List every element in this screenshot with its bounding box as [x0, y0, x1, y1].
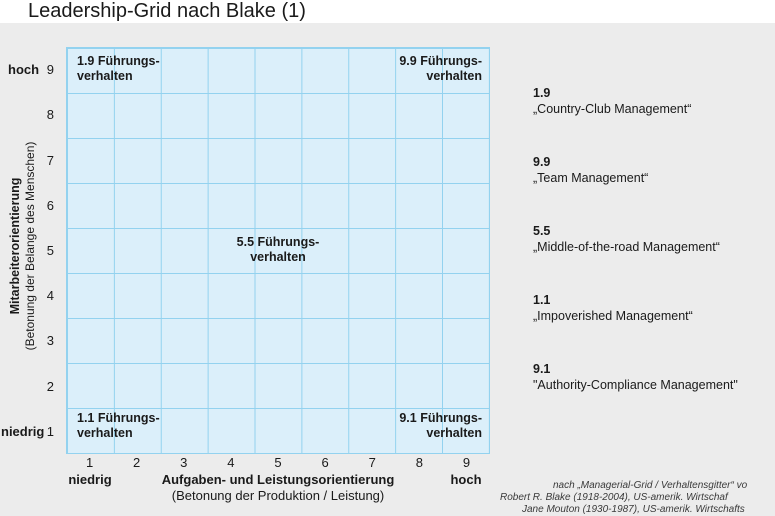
citation-line-3: Jane Mouton (1930-1987), US-amerik. Wirt… [522, 504, 745, 515]
grid-label-1-9: 1.9 Führungs- verhalten [77, 54, 160, 84]
grid-label-9-1-line1: 9.1 Führungs- [399, 411, 482, 425]
y-axis-low-label: niedrig [1, 424, 45, 439]
grid-label-1-1: 1.1 Führungs- verhalten [77, 411, 160, 441]
x-axis-tick: 6 [321, 455, 329, 470]
x-axis-tick: 3 [180, 455, 188, 470]
page-title: Leadership-Grid nach Blake (1) [28, 0, 306, 22]
legend-item-5-5: 5.5 „Middle-of-the-road Management“ [533, 224, 738, 255]
x-axis-title: Aufgaben- und Leistungsorientierung [161, 472, 395, 487]
grid-label-1-1-line2: verhalten [77, 426, 133, 440]
y-axis-title-group: Mitarbeiterorientierung (Betonung der Be… [8, 101, 40, 391]
grid-label-9-9-line2: verhalten [426, 69, 482, 83]
legend-item-1-9: 1.9 „Country-Club Management“ [533, 86, 738, 117]
x-axis-low-label: niedrig [68, 472, 112, 487]
legend-code: 1.1 [533, 293, 551, 307]
x-axis-tick: 9 [462, 455, 471, 470]
legend-name: „Team Management“ [533, 171, 649, 185]
legend-name: „Middle-of-the-road Management“ [533, 240, 720, 254]
x-axis-subtitle: (Betonung der Produktion / Leistung) [171, 488, 385, 503]
y-axis-tick: 6 [46, 197, 54, 213]
grid-label-5-5-line1: 5.5 Führungs- [236, 235, 320, 249]
y-axis-subtitle: (Betonung der Belange des Menschen) [23, 141, 37, 351]
legend-item-1-1: 1.1 „Impoverished Management“ [533, 293, 738, 324]
y-axis-ticks: 9 8 7 6 5 4 3 2 1 [38, 47, 54, 454]
grid-label-5-5: 5.5 Führungs- verhalten [67, 235, 489, 265]
legend-code: 9.1 [533, 362, 551, 376]
grid-label-9-1-line2: verhalten [426, 426, 482, 440]
y-axis-tick: 8 [46, 107, 54, 123]
x-axis-tick: 8 [415, 455, 423, 470]
legend-code: 9.9 [533, 155, 551, 169]
y-axis-title: Mitarbeiterorientierung [8, 177, 22, 315]
x-axis-high-label: hoch [450, 472, 482, 487]
managerial-grid: 1.9 Führungs- verhalten 9.9 Führungs- ve… [66, 47, 490, 454]
grid-label-5-5-line2: verhalten [250, 250, 306, 264]
grid-label-9-9-line1: 9.9 Führungs- [399, 54, 482, 68]
x-axis-tick: 2 [133, 455, 141, 470]
y-axis-tick: 7 [46, 152, 54, 168]
y-axis-high-label: hoch [8, 62, 40, 77]
citation-line-2: Robert R. Blake (1918-2004), US-amerik. … [500, 492, 728, 503]
y-axis-tick: 4 [46, 288, 54, 304]
title-band [0, 0, 775, 23]
legend-name: „Impoverished Management“ [533, 309, 693, 323]
legend-name: "Authority-Compliance Management" [533, 378, 738, 392]
legend: 1.9 „Country-Club Management“ 9.9 „Team … [533, 86, 738, 431]
legend-code: 5.5 [533, 224, 551, 238]
y-axis-tick: 5 [46, 242, 54, 258]
legend-code: 1.9 [533, 86, 551, 100]
grid-label-9-1: 9.1 Führungs- verhalten [399, 411, 482, 441]
x-axis-ticks: 1 2 3 4 5 6 7 8 9 [66, 456, 490, 470]
citation-line-1: nach „Managerial-Grid / Verhaltensgitter… [553, 480, 748, 491]
x-axis-tick: 5 [274, 455, 282, 470]
legend-name: „Country-Club Management“ [533, 102, 692, 116]
x-axis-tick: 1 [85, 455, 94, 470]
y-axis-tick: 2 [46, 378, 54, 394]
grid-label-1-9-line1: 1.9 Führungs- [77, 54, 160, 68]
grid-label-1-1-line1: 1.1 Führungs- [77, 411, 160, 425]
legend-item-9-9: 9.9 „Team Management“ [533, 155, 738, 186]
grid-label-1-9-line2: verhalten [77, 69, 133, 83]
y-axis-tick: 9 [46, 62, 54, 78]
y-axis-tick: 3 [46, 333, 54, 349]
y-axis-tick: 1 [46, 423, 54, 439]
x-axis-tick: 4 [227, 455, 235, 470]
x-axis-tick: 7 [368, 455, 376, 470]
legend-item-9-1: 9.1 "Authority-Compliance Management" [533, 362, 738, 393]
grid-label-9-9: 9.9 Führungs- verhalten [399, 54, 482, 84]
